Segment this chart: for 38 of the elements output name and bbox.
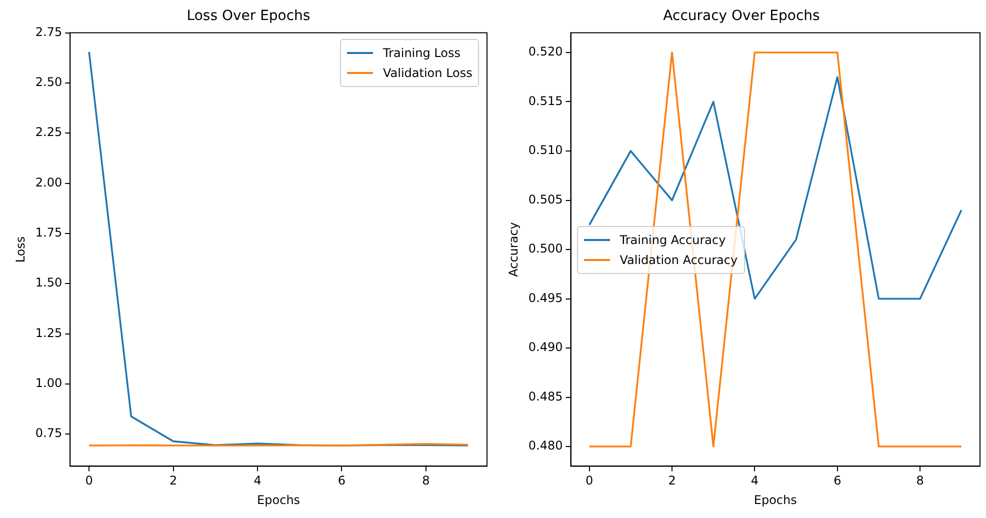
legend-label: Training Loss [383,46,460,60]
y-tick-label: 2.00 [35,175,62,190]
x-tick-label: 8 [916,474,924,488]
y-tick-label: 2.50 [35,75,62,90]
y-tick-label: 1.00 [35,376,62,390]
x-tick-label: 0 [85,474,93,488]
chart-title: Loss Over Epochs [186,8,310,24]
y-axis-title: Loss [13,236,28,263]
chart-title: Accuracy Over Epochs [663,8,820,24]
y-tick-label: 1.25 [35,326,62,340]
y-tick-label: 2.25 [35,125,62,140]
x-tick-label: 4 [750,474,759,488]
y-tick-label: 0.480 [528,438,563,453]
y-tick-label: 0.495 [528,290,563,305]
y-tick-label: 1.50 [35,276,62,290]
y-tick-label: 0.520 [528,44,563,59]
x-tick-label: 2 [668,474,676,488]
legend-label: Validation Loss [383,66,472,80]
y-tick-label: 0.485 [528,389,563,404]
legend-label: Training Accuracy [620,232,726,246]
y-tick-label: 0.500 [528,242,563,256]
y-tick-label: 0.510 [528,143,563,158]
y-tick-label: 2.75 [35,24,62,39]
x-tick-label: 2 [169,474,178,488]
x-tick-label: 0 [586,474,594,488]
x-axis-title: Epochs [754,492,797,507]
x-tick-label: 8 [422,474,430,488]
y-tick-label: 0.75 [35,426,62,440]
y-tick-label: 0.490 [528,340,563,354]
x-axis-title: Epochs [257,492,300,507]
x-tick-label: 6 [338,474,346,488]
x-tick-label: 4 [254,474,262,488]
y-axis-title: Accuracy [506,222,520,277]
y-tick-label: 0.505 [528,192,563,206]
x-tick-label: 6 [834,474,842,488]
y-tick-label: 1.75 [35,226,62,240]
legend-label: Validation Accuracy [620,252,738,266]
y-tick-label: 0.515 [528,94,563,108]
